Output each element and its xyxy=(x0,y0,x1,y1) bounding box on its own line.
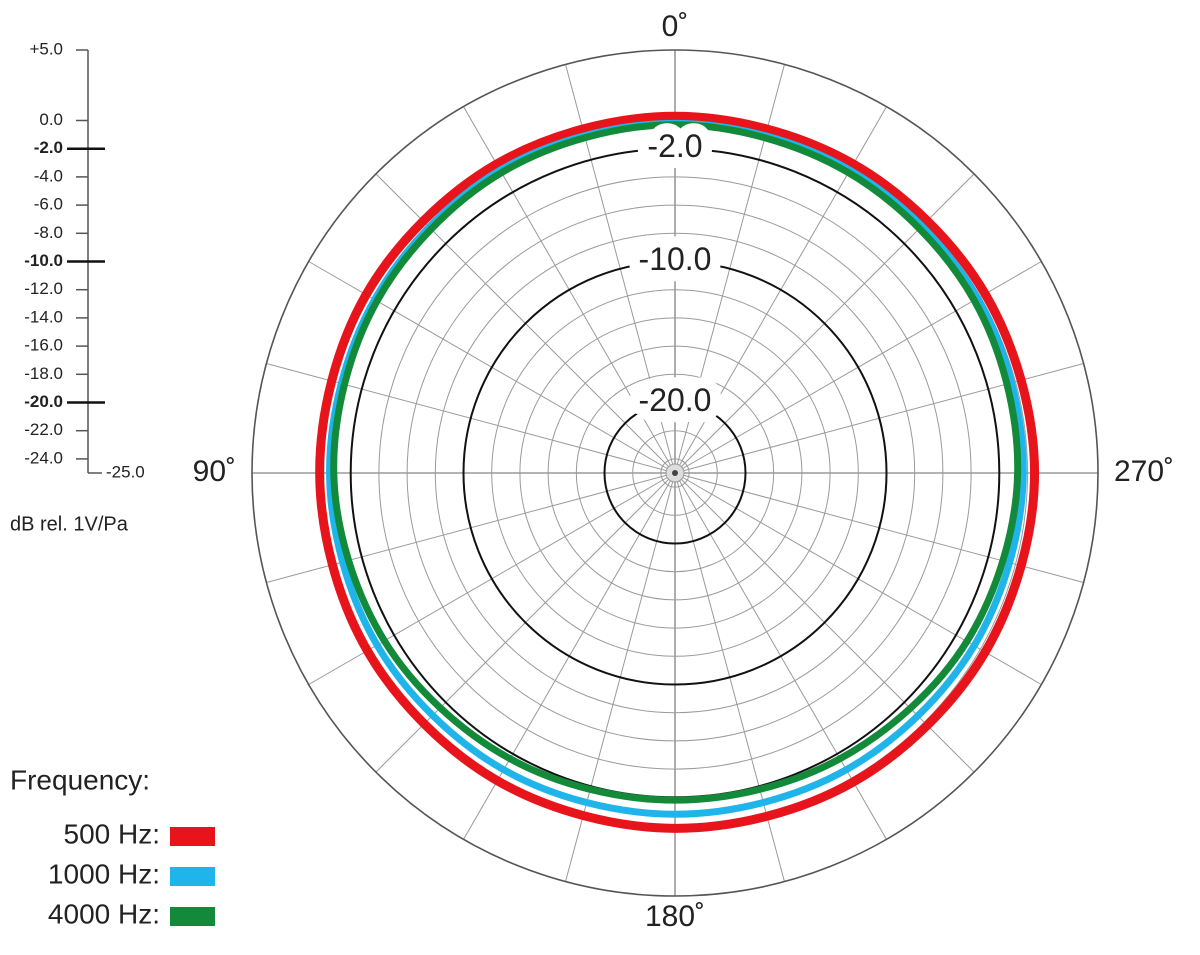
ring-label: -10.0 xyxy=(639,241,712,277)
angle-label: 270˚ xyxy=(1114,455,1174,488)
scale-tick-label: +5.0 xyxy=(29,39,63,58)
legend-label: 4000 Hz: xyxy=(48,898,160,929)
scale-tick-label: -4.0 xyxy=(34,166,63,185)
scale-tick-label: -14.0 xyxy=(24,307,63,326)
series-line xyxy=(315,111,1040,833)
scale-tick-label: -22.0 xyxy=(24,420,63,439)
grid-ring xyxy=(491,289,859,657)
angle-label: 0˚ xyxy=(662,10,689,43)
grid-ring xyxy=(519,317,831,629)
grid-ring xyxy=(547,345,803,601)
axis-label: dB rel. 1V/Pa xyxy=(10,513,129,535)
grid-ring xyxy=(406,204,944,742)
grid-ring xyxy=(434,232,916,714)
scale-tick-label: -10.0 xyxy=(24,251,63,270)
grid-ring xyxy=(660,458,690,488)
major-ring xyxy=(462,260,888,686)
grid-ring xyxy=(251,49,1099,897)
legend-label: 500 Hz: xyxy=(64,818,161,849)
scale-tick-label: -20.0 xyxy=(24,392,63,411)
scale-tick-label: -6.0 xyxy=(34,195,63,214)
scale-tick-label: -18.0 xyxy=(24,364,63,383)
scale-tick-label: -25.0 xyxy=(106,462,145,481)
scale-tick-label: -24.0 xyxy=(24,448,63,467)
angle-label: 180˚ xyxy=(645,900,705,933)
scale-tick-label: -16.0 xyxy=(24,336,63,355)
scale-tick-label: 0.0 xyxy=(39,110,63,129)
legend-title: Frequency: xyxy=(10,764,150,795)
series-line xyxy=(330,121,1022,804)
grid-ring xyxy=(575,373,775,573)
ring-label: -20.0 xyxy=(639,382,712,418)
legend-label: 1000 Hz: xyxy=(48,858,160,889)
scale-tick-label: -8.0 xyxy=(34,223,63,242)
center-dot xyxy=(672,470,678,476)
scale-tick-label: -2.0 xyxy=(34,138,63,157)
legend-swatch xyxy=(170,827,215,846)
legend-swatch xyxy=(170,907,215,926)
grid-ring xyxy=(632,430,718,516)
legend-swatch xyxy=(170,867,215,886)
angle-label: 90˚ xyxy=(193,455,236,488)
major-ring xyxy=(603,401,747,545)
scale-tick-label: -12.0 xyxy=(24,279,63,298)
ring-label: -2.0 xyxy=(647,128,702,164)
grid-ring xyxy=(378,176,972,770)
